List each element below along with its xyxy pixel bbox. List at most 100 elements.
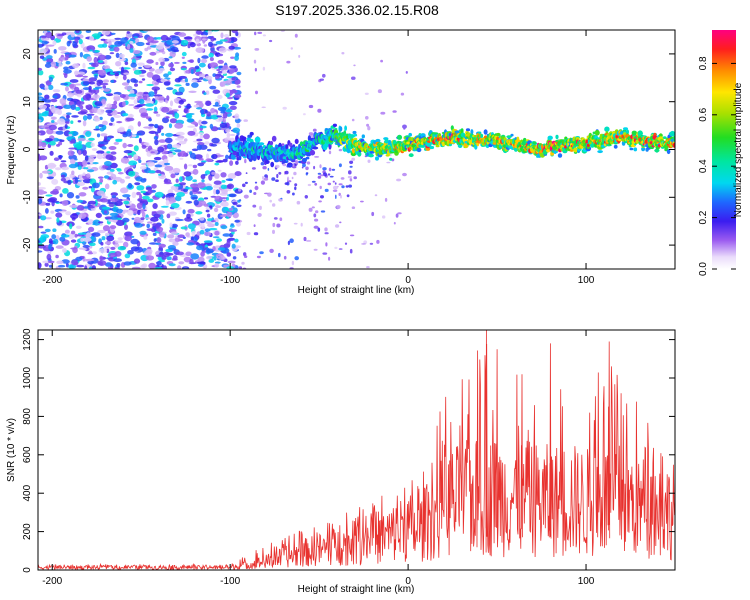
noise-blob (48, 76, 54, 83)
noise-blob (39, 172, 43, 179)
ridge-spur (286, 181, 290, 186)
noise-blob (192, 164, 198, 169)
noise-blob (67, 150, 75, 157)
noise-blob (233, 207, 238, 213)
noise-blob (45, 202, 51, 206)
noise-blob (69, 158, 76, 165)
noise-blob (70, 32, 76, 38)
noise-blob (55, 254, 59, 259)
ridge-cell (375, 156, 379, 161)
noise-blob (160, 34, 169, 42)
ridge-spur (331, 168, 336, 171)
noise-blob (199, 229, 205, 235)
ridge-cell (629, 147, 634, 151)
noise-blob (142, 203, 146, 210)
noise-blob (397, 212, 402, 215)
ridge-spur (294, 183, 298, 187)
spectrogram-xlabel: Height of straight line (km) (298, 285, 415, 296)
noise-blob (220, 184, 227, 190)
noise-blob (158, 68, 165, 72)
noise-blob (193, 33, 198, 37)
noise-blob (109, 52, 115, 55)
noise-blob (198, 73, 206, 78)
noise-blob (46, 44, 55, 47)
noise-blob (221, 188, 228, 195)
ridge-cell (441, 141, 446, 147)
noise-blob (66, 92, 75, 97)
noise-blob (115, 52, 120, 59)
noise-blob (110, 32, 116, 35)
noise-blob (400, 92, 405, 96)
noise-blob (159, 231, 165, 238)
ridge-spur (292, 192, 295, 196)
noise-blob (217, 70, 223, 74)
noise-blob (147, 198, 154, 203)
ridge-cell (350, 151, 357, 156)
noise-blob (74, 158, 78, 161)
noise-blob (171, 223, 178, 228)
noise-blob (38, 182, 41, 186)
noise-blob (122, 67, 131, 70)
noise-blob (202, 264, 208, 269)
noise-blob (199, 217, 205, 221)
ridge-cell (631, 130, 637, 136)
noise-blob (99, 143, 105, 147)
noise-blob (153, 106, 158, 113)
noise-blob (199, 134, 204, 139)
noise-blob (121, 82, 130, 86)
noise-blob (119, 178, 125, 184)
ridge-spur (328, 167, 332, 172)
ridge-spur (303, 236, 307, 242)
ridge-spur (313, 213, 317, 218)
ridge-spur (351, 157, 356, 161)
noise-blob (82, 172, 86, 176)
noise-blob (230, 56, 235, 59)
noise-blob (176, 251, 184, 256)
noise-blob (217, 94, 223, 100)
noise-blob (276, 223, 281, 228)
noise-blob (84, 265, 88, 269)
noise-blob (203, 92, 207, 96)
noise-blob (128, 160, 138, 166)
ridge-spur (262, 166, 267, 170)
noise-blob (131, 134, 137, 138)
noise-blob (205, 185, 213, 191)
noise-blob (104, 55, 112, 60)
noise-blob (144, 64, 152, 68)
noise-blob (189, 152, 196, 159)
noise-blob (185, 175, 193, 182)
noise-blob (212, 73, 217, 77)
noise-blob (110, 173, 117, 180)
ridge-cell (480, 133, 484, 138)
ridge-cell (654, 148, 660, 153)
ridge-cell (281, 143, 285, 146)
noise-blob (294, 33, 298, 38)
noise-blob (46, 57, 54, 63)
x-tick-label: -100 (220, 275, 240, 286)
noise-blob (140, 264, 146, 269)
y-tick-label: 400 (22, 484, 33, 501)
noise-blob (154, 82, 160, 85)
noise-blob (75, 30, 80, 34)
noise-blob (380, 111, 386, 115)
noise-blob (155, 254, 164, 258)
noise-blob (106, 235, 115, 242)
ridge-cell (626, 129, 629, 135)
noise-blob (212, 89, 221, 94)
noise-blob (97, 260, 107, 266)
noise-blob (93, 117, 101, 122)
noise-blob (232, 127, 241, 134)
noise-blob (175, 178, 179, 183)
noise-blob (169, 67, 176, 72)
noise-blob (139, 193, 143, 201)
noise-blob (221, 201, 229, 207)
noise-blob (214, 162, 220, 166)
noise-blob (166, 213, 171, 219)
noise-blob (72, 131, 78, 137)
noise-blob (205, 158, 213, 163)
noise-blob (120, 157, 130, 164)
noise-blob (117, 237, 123, 241)
x-tick-label: -100 (220, 576, 240, 587)
noise-blob (313, 225, 319, 229)
noise-blob (66, 114, 70, 119)
